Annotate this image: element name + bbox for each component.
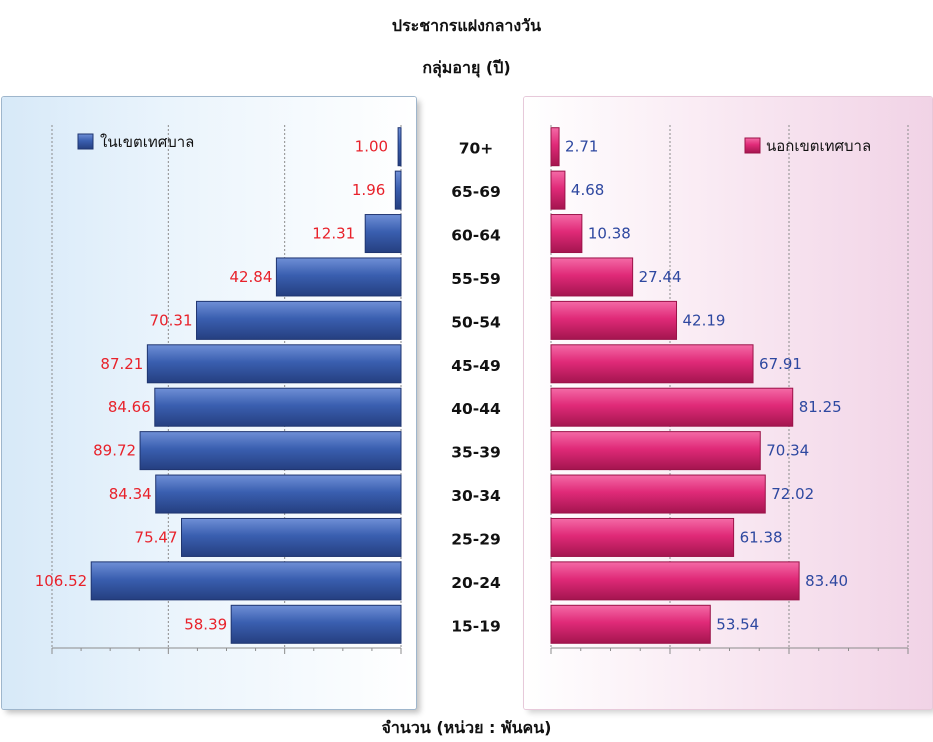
right-bar-25-29 (550, 517, 735, 557)
category-label: 20-24 (451, 574, 501, 592)
right-value-label: 61.38 (740, 528, 783, 546)
left-value-label: 84.34 (109, 485, 152, 503)
left-value-label: 89.72 (93, 442, 136, 460)
left-value-label: 58.39 (184, 615, 227, 633)
left-value-label: 1.00 (355, 138, 388, 156)
chart-title: ประชากรแฝงกลางวัน (391, 16, 542, 35)
left-value-label: 12.31 (312, 225, 355, 243)
category-label: 15-19 (451, 617, 501, 635)
category-label: 40-44 (451, 400, 501, 418)
right-bar-60-64 (550, 214, 583, 254)
left-value-label: 75.47 (135, 528, 178, 546)
category-label: 65-69 (451, 183, 501, 201)
right-bar-30-34 (550, 474, 766, 514)
right-bar-15-19 (550, 604, 711, 644)
left-value-label: 1.96 (352, 181, 385, 199)
right-value-label: 53.54 (716, 615, 759, 633)
chart-subtitle: กลุ่มอายุ (ปี) (422, 58, 511, 77)
right-value-label: 10.38 (588, 225, 631, 243)
left-bar-65-69 (394, 170, 402, 210)
left-bar-45-49 (146, 344, 402, 384)
category-label: 60-64 (451, 227, 501, 245)
right-bar-45-49 (550, 344, 754, 384)
category-label: 25-29 (451, 530, 501, 548)
right-bar-70+ (550, 127, 560, 167)
right-value-label: 27.44 (639, 268, 682, 286)
left-bar-60-64 (364, 214, 402, 254)
right-value-label: 42.19 (683, 311, 726, 329)
right-value-label: 4.68 (571, 181, 604, 199)
left-legend-swatch (77, 133, 94, 150)
category-label: 55-59 (451, 270, 501, 288)
right-bar-55-59 (550, 257, 634, 297)
right-value-label: 83.40 (805, 572, 848, 590)
left-value-label: 106.52 (35, 572, 88, 590)
left-value-label: 87.21 (100, 355, 143, 373)
right-bar-65-69 (550, 170, 566, 210)
left-bar-50-54 (196, 300, 402, 340)
left-bar-70+ (397, 127, 402, 167)
right-legend-swatch (744, 137, 761, 154)
left-bar-25-29 (181, 517, 402, 557)
left-bar-20-24 (90, 561, 402, 601)
category-label: 30-34 (451, 487, 501, 505)
left-bar-30-34 (155, 474, 402, 514)
left-bar-35-39 (139, 431, 402, 471)
right-bar-40-44 (550, 387, 794, 427)
left-legend-label: ในเขตเทศบาล (100, 133, 194, 151)
right-value-label: 72.02 (771, 485, 814, 503)
left-bar-55-59 (275, 257, 402, 297)
category-label: 50-54 (451, 313, 501, 331)
right-value-label: 70.34 (766, 442, 809, 460)
right-value-label: 81.25 (799, 398, 842, 416)
right-legend-label: นอกเขตเทศบาล (766, 137, 871, 155)
right-value-label: 67.91 (759, 355, 802, 373)
category-label: 70+ (459, 140, 494, 158)
right-bar-20-24 (550, 561, 800, 601)
category-label: 35-39 (451, 444, 501, 462)
left-value-label: 70.31 (150, 311, 193, 329)
x-axis-label: จำนวน (หน่วย : พันคน) (381, 718, 552, 737)
right-value-label: 2.71 (565, 138, 598, 156)
left-value-label: 84.66 (108, 398, 151, 416)
left-bar-15-19 (230, 604, 402, 644)
category-label: 45-49 (451, 357, 501, 375)
left-bar-40-44 (154, 387, 402, 427)
left-value-label: 42.84 (229, 268, 272, 286)
right-bar-35-39 (550, 431, 761, 471)
right-bar-50-54 (550, 300, 678, 340)
